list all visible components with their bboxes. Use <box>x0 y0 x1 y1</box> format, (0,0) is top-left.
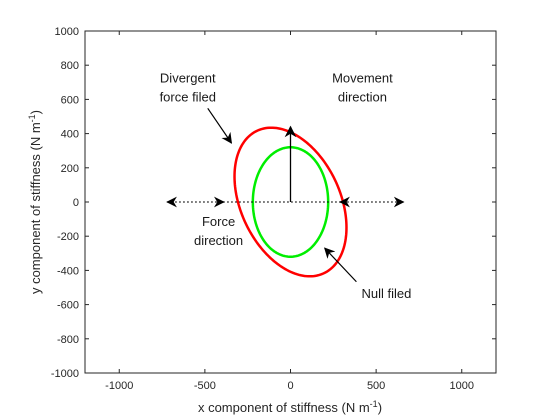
y-axis-label: y component of stiffness (N m-1) <box>27 110 43 294</box>
annotation-movement: Movement direction <box>332 70 393 104</box>
x-tick-label: -1000 <box>105 380 133 392</box>
y-tick-label: -1000 <box>51 368 79 380</box>
y-tick-label: 1000 <box>55 26 79 38</box>
ellipse-series-1 <box>233 126 348 278</box>
ellipse-series-2 <box>251 146 330 258</box>
annotation-divergent: Divergent force filed <box>160 70 216 104</box>
x-tick-label: -500 <box>194 380 216 392</box>
y-tick-label: 0 <box>73 197 79 209</box>
y-tick-label: 800 <box>61 60 79 72</box>
y-tick-label: 200 <box>61 163 79 175</box>
y-tick-label: 600 <box>61 94 79 106</box>
y-tick-label: 400 <box>61 129 79 141</box>
annotation-arrow-null <box>324 247 357 283</box>
y-tick-label: -200 <box>57 231 79 243</box>
x-axis-label: x component of stiffness (N m-1) <box>198 399 382 415</box>
x-tick-label: 500 <box>367 380 385 392</box>
y-tick-label: -400 <box>57 265 79 277</box>
y-tick-label: -800 <box>57 334 79 346</box>
y-tick-label: -600 <box>57 300 79 312</box>
annotation-arrow-divergent <box>207 107 233 144</box>
x-tick-label: 1000 <box>450 380 474 392</box>
x-tick-label: 0 <box>287 380 293 392</box>
annotation-null: Null filed <box>361 286 411 301</box>
annotation-force: Force direction <box>194 214 243 248</box>
